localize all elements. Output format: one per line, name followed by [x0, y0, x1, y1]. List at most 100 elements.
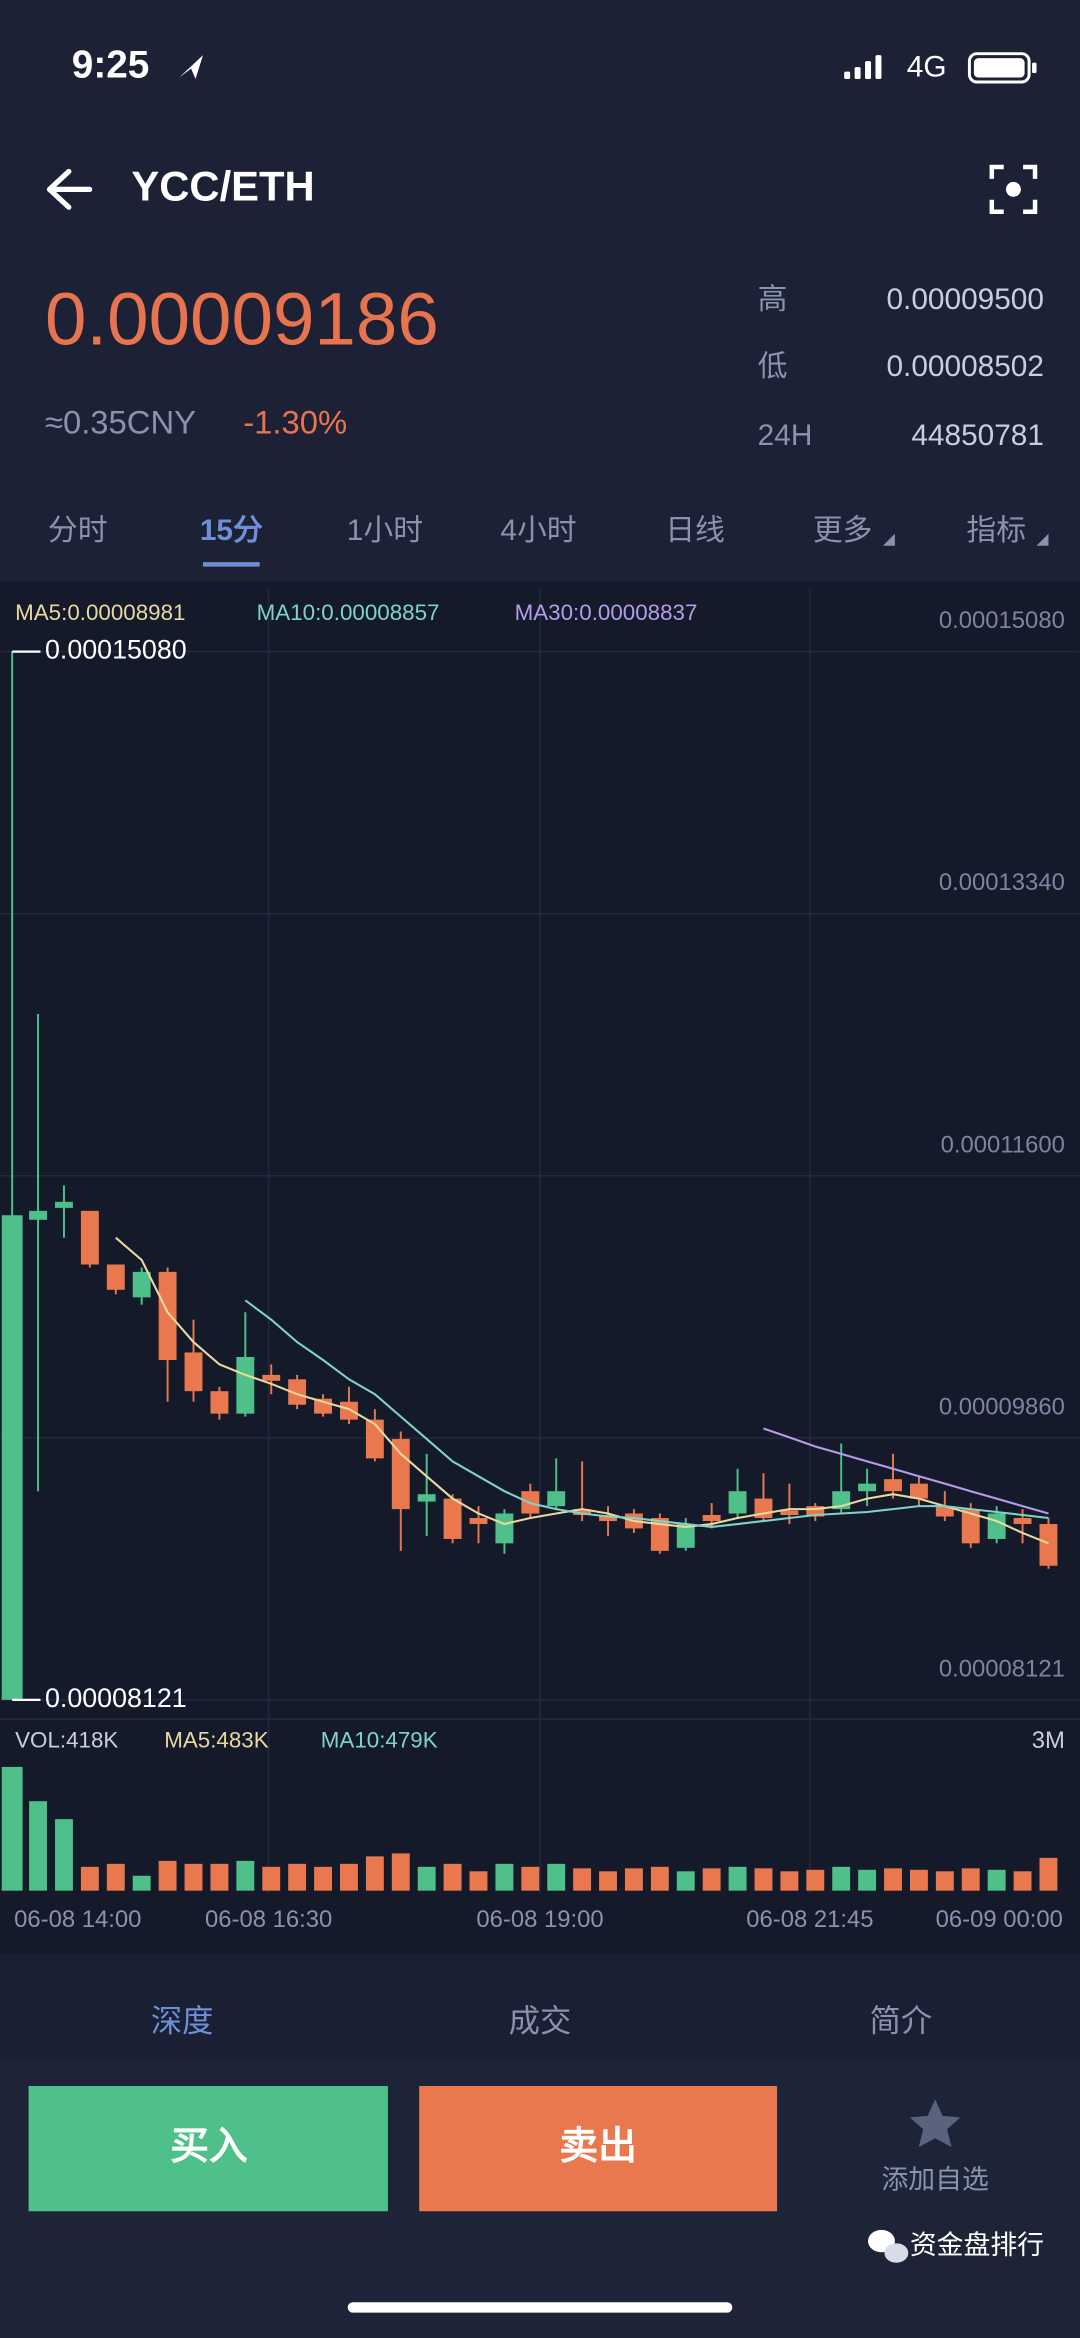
volume-bar: [599, 1871, 617, 1891]
volume-bar: [340, 1863, 358, 1891]
chart-labels: 0.00015080 0.00013340 0.00011600 0.00009860…: [12, 600, 1065, 1933]
volume-bar: [521, 1866, 540, 1891]
network-label: 4G: [907, 50, 947, 83]
volume-bar: [210, 1863, 229, 1891]
extreme-label: 0.00015080: [45, 635, 187, 665]
interval-tab[interactable]: 分时: [48, 514, 108, 547]
candle-body: [469, 1518, 488, 1525]
candle-body: [728, 1491, 747, 1514]
candle-body: [80, 1210, 99, 1265]
interval-tab[interactable]: 1小时: [347, 514, 423, 547]
x-tick-label: 06-08 19:00: [476, 1906, 603, 1933]
ma-line: [115, 1236, 1049, 1545]
volume-bar: [443, 1863, 462, 1891]
bottom-tab[interactable]: 成交: [509, 2004, 572, 2039]
bottom-tabs-background: [0, 1953, 1080, 2061]
bottom-tab[interactable]: 深度: [151, 2004, 214, 2039]
stat-label: 低: [758, 350, 788, 383]
location-icon: [179, 55, 204, 80]
stat-label: 24H: [758, 419, 813, 452]
candle-body: [1039, 1524, 1058, 1566]
volume-bar: [288, 1863, 307, 1891]
volume-bar: [624, 1868, 643, 1891]
volume-bar: [961, 1868, 980, 1891]
volume-bar: [132, 1875, 151, 1891]
volume-bar: [728, 1866, 747, 1891]
volume-bar: [158, 1860, 177, 1891]
legend-entry: MA30:0.00008837: [515, 600, 698, 625]
status-time: 9:25: [72, 43, 150, 86]
candle-body: [676, 1524, 695, 1548]
fullscreen-button[interactable]: [989, 164, 1038, 214]
candle-body: [599, 1515, 617, 1522]
grid: [0, 588, 1080, 1894]
watermark: 资金盘排行: [910, 2230, 1044, 2260]
volume-bar: [573, 1868, 592, 1891]
candle-body: [909, 1483, 928, 1499]
candle-body: [547, 1491, 566, 1507]
buy-button[interactable]: [28, 2086, 388, 2212]
watch-label[interactable]: 添加自选: [881, 2165, 988, 2195]
volume-bar: [884, 1868, 902, 1891]
candle-body: [340, 1401, 358, 1420]
volume-bar: [106, 1863, 125, 1891]
volume-bar: [262, 1866, 281, 1891]
candle-body: [106, 1264, 125, 1290]
watch-star[interactable]: [909, 2099, 961, 2148]
volume-bar: [676, 1871, 695, 1891]
y-tick-label: 0.00008121: [939, 1655, 1065, 1682]
interval-tab[interactable]: 4小时: [500, 514, 576, 547]
volume-bar: [365, 1856, 384, 1891]
battery-icon: [967, 52, 1037, 84]
interval-tab[interactable]: 更多: [813, 514, 873, 547]
interval-tab[interactable]: 指标: [966, 514, 1026, 547]
volume-bar: [832, 1866, 851, 1891]
candle-body: [29, 1210, 48, 1220]
candle-body: [961, 1509, 980, 1544]
volume-legend-entry: MA5:483K: [164, 1727, 268, 1752]
interval-tabs: 分时 15分 1小时 4小时 日线 更多 指标: [48, 514, 1026, 567]
extreme-label: 0.00008121: [45, 1683, 187, 1713]
candle-body: [262, 1374, 281, 1381]
x-tick-label: 06-08 14:00: [14, 1906, 141, 1933]
x-tick-label: 06-09 00:00: [936, 1906, 1063, 1933]
candle-body: [236, 1356, 255, 1414]
stat-value: 0.00009500: [886, 283, 1044, 316]
volume-bar: [391, 1853, 410, 1891]
interval-tab[interactable]: 15分: [200, 514, 263, 547]
candle-body: [573, 1509, 592, 1516]
volume-bar: [55, 1819, 73, 1891]
volume-bar: [754, 1868, 773, 1891]
legend-entry: MA5:0.00008981: [15, 600, 185, 625]
candle-body: [1013, 1518, 1032, 1525]
x-tick-label: 06-08 21:45: [746, 1906, 873, 1933]
interval-tab[interactable]: 日线: [665, 514, 725, 547]
candle-body: [443, 1498, 462, 1539]
bottom-tab[interactable]: 简介: [870, 2004, 933, 2039]
candle-body: [495, 1513, 514, 1544]
volume: [1, 1766, 1058, 1891]
volume-legend-entry: VOL:418K: [15, 1727, 118, 1752]
legend-entry: MA10:0.00008857: [257, 600, 440, 625]
volume-bar: [80, 1866, 99, 1891]
volume-bar: [650, 1866, 669, 1891]
sell-button[interactable]: [419, 2086, 778, 2212]
y-tick-label: 0.00011600: [941, 1131, 1065, 1158]
candle-body: [935, 1506, 954, 1517]
candle-body: [1, 1215, 23, 1700]
stat-value: 0.00008502: [886, 350, 1044, 383]
candle-body: [858, 1483, 877, 1492]
volume-bar: [935, 1871, 954, 1891]
volume-bar: [314, 1866, 332, 1891]
signal-icon: [844, 55, 882, 80]
back-button[interactable]: [46, 168, 93, 210]
candle-body: [158, 1271, 177, 1361]
stat-value: 44850781: [911, 419, 1044, 452]
price-change: -1.30%: [243, 404, 347, 441]
volume-bar: [417, 1866, 436, 1891]
volume-bar: [1013, 1871, 1032, 1891]
candle-body: [132, 1271, 151, 1298]
last-price: 0.00009186: [45, 278, 439, 361]
